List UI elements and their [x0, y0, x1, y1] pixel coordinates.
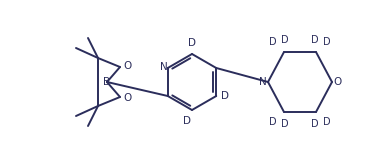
Text: N: N [160, 62, 168, 72]
Text: D: D [183, 116, 191, 126]
Text: D: D [281, 119, 289, 129]
Text: D: D [269, 37, 277, 47]
Text: O: O [333, 77, 341, 87]
Text: D: D [311, 119, 319, 129]
Text: D: D [269, 117, 277, 127]
Text: O: O [123, 61, 131, 71]
Text: D: D [311, 35, 319, 45]
Text: N: N [259, 77, 267, 87]
Text: D: D [188, 38, 196, 48]
Text: O: O [123, 93, 131, 103]
Text: B: B [104, 77, 111, 87]
Text: D: D [221, 91, 229, 101]
Text: D: D [323, 117, 331, 127]
Text: D: D [323, 37, 331, 47]
Text: D: D [281, 35, 289, 45]
